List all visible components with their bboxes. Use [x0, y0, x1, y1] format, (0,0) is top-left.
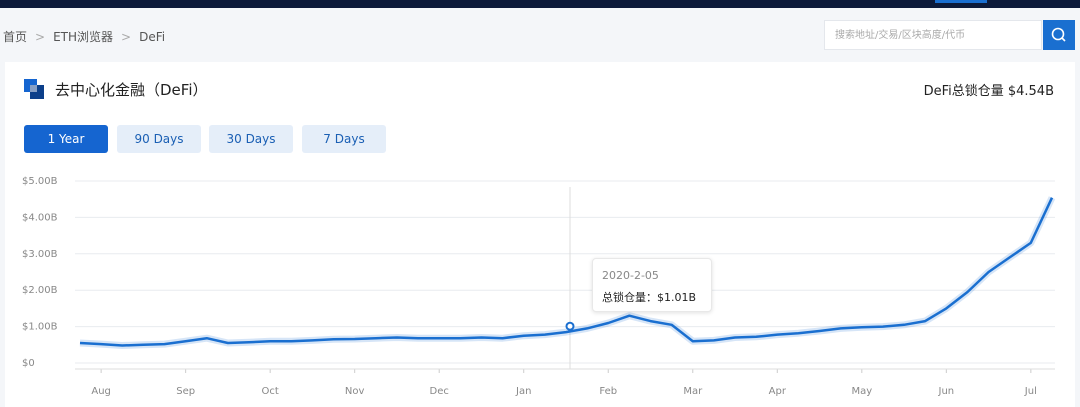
x-tick-label: Feb [599, 386, 617, 397]
x-tick-label: Aug [91, 386, 111, 397]
nav-indicator [935, 0, 987, 3]
tooltip-label: 总锁仓量： [602, 291, 657, 304]
search-input[interactable]: 搜索地址/交易/区块高度/代币 [824, 20, 1042, 50]
hover-point [565, 321, 575, 331]
x-tick-label: Mar [683, 386, 703, 397]
x-tick-label: May [851, 386, 872, 397]
crumb-link[interactable]: ETH浏览器 [53, 30, 114, 44]
x-tick-label: Jul [1024, 386, 1037, 397]
card [5, 62, 1075, 407]
x-tick-label: Oct [262, 386, 279, 397]
y-tick-label: $3.00B [22, 249, 58, 260]
x-tick-label: Nov [345, 386, 365, 397]
tooltip: 2020-2-05 总锁仓量：$1.01B [592, 258, 712, 312]
x-tick-label: Sep [176, 386, 195, 397]
range-tab[interactable]: 7 Days [302, 125, 386, 153]
section-title: 去中心化金融（DeFi） [55, 81, 208, 99]
x-tick-label: Jan [515, 386, 531, 397]
search-button[interactable] [1043, 20, 1075, 50]
y-tick-label: $5.00B [22, 176, 58, 187]
line [79, 197, 1054, 347]
range-tab[interactable]: 1 Year [24, 125, 108, 153]
y-tick-label: $0 [22, 358, 35, 369]
total-locked: DeFi总锁仓量 $4.54B [923, 84, 1054, 99]
search-icon [1051, 27, 1066, 42]
crumb-current: DeFi [139, 30, 166, 44]
tooltip-value: 总锁仓量：$1.01B [602, 289, 696, 305]
section-icon [24, 79, 44, 99]
top-bar [0, 0, 1080, 8]
range-tab[interactable]: 30 Days [209, 125, 293, 153]
crumb-separator: > [35, 30, 46, 44]
x-tick-label: Dec [430, 386, 449, 397]
tooltip-number: $1.01B [657, 291, 697, 304]
breadcrumb: 首页 > ETH浏览器 > DeFi [3, 28, 173, 45]
crumb-separator: > [121, 30, 132, 44]
y-tick-label: $4.00B [22, 212, 58, 223]
y-tick-label: $2.00B [22, 285, 58, 296]
x-tick-label: Apr [769, 386, 787, 397]
x-tick-label: Jun [938, 386, 955, 397]
tooltip-date: 2020-2-05 [602, 269, 659, 282]
range-tab[interactable]: 90 Days [117, 125, 201, 153]
crumb-link[interactable]: 首页 [3, 30, 28, 44]
y-tick-label: $1.00B [22, 322, 58, 333]
